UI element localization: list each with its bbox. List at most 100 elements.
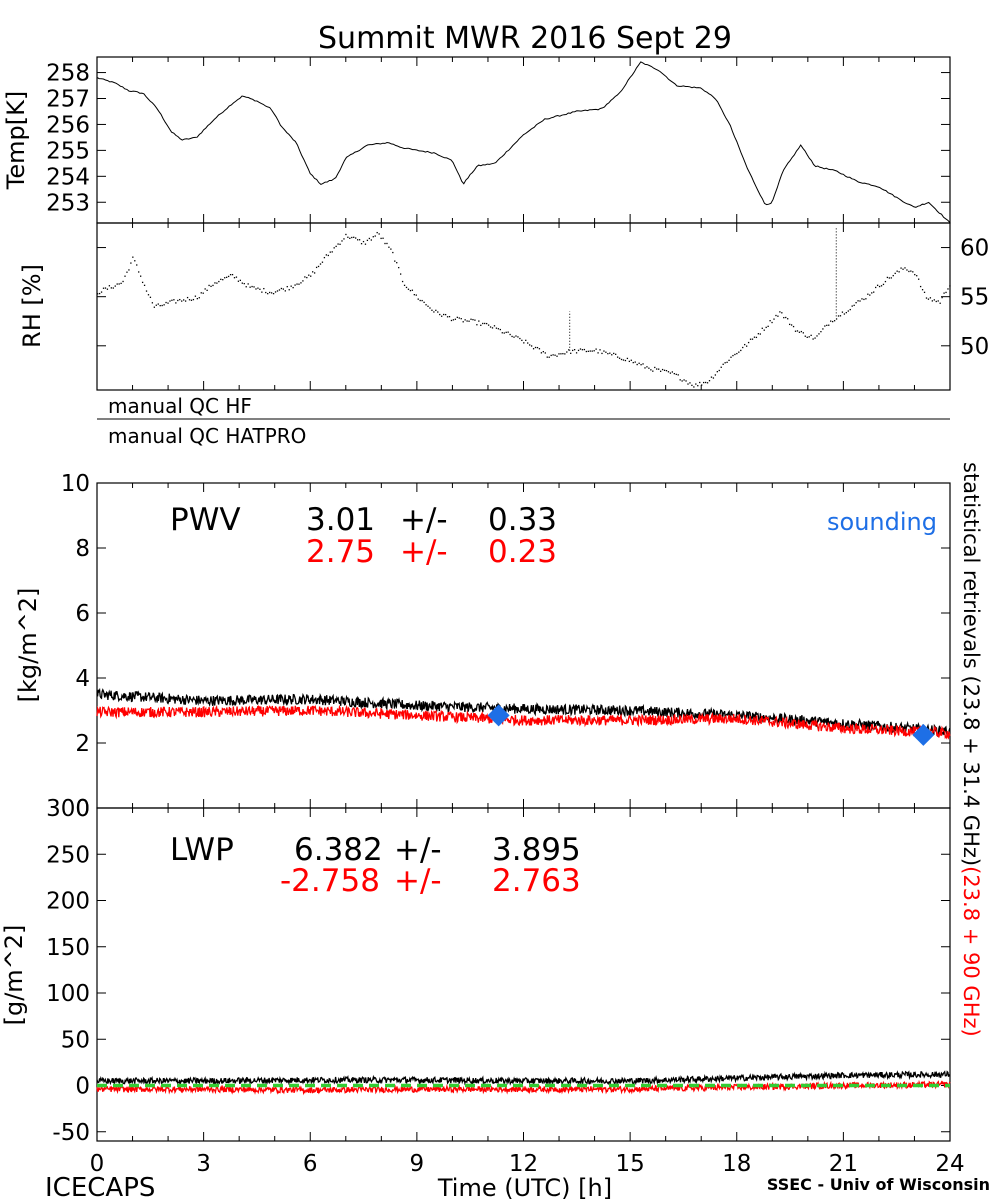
rh-point (120, 282, 122, 285)
rh-point (896, 270, 898, 272)
x-tick-label: 15 (615, 1151, 644, 1177)
rh-point (908, 270, 910, 273)
rh-point (603, 350, 605, 352)
rh-point (564, 353, 566, 355)
rh-point (355, 237, 357, 239)
temp-ytick-label: 256 (46, 112, 90, 138)
rh-point (394, 260, 396, 262)
rh-point (247, 283, 249, 285)
rh-point (693, 386, 695, 388)
rh-point (618, 357, 621, 359)
rh-point (767, 325, 769, 328)
lwp-ytick-label: 50 (61, 1027, 90, 1053)
lwp-stat-black-mean: 6.382 (294, 832, 383, 868)
rh-point (263, 287, 265, 290)
rh-point (706, 382, 709, 384)
rh-point (241, 282, 243, 284)
rh-point (306, 276, 308, 279)
rh-point (652, 370, 654, 372)
rh-point (757, 333, 760, 335)
rh-point (173, 299, 175, 301)
rh-point (257, 287, 259, 289)
rh-point (308, 274, 310, 276)
rh-point (519, 337, 521, 340)
rh-point (208, 284, 210, 287)
rh-point (319, 263, 322, 265)
rh-point (871, 292, 873, 294)
rh-point (812, 338, 814, 340)
rh-point (429, 307, 431, 309)
rh-point (820, 330, 822, 333)
rh-point (691, 384, 693, 387)
rh-point (267, 293, 269, 295)
rh-point (777, 315, 779, 317)
rh-point (759, 333, 761, 335)
x-tick-label: 0 (90, 1151, 105, 1177)
rh-point (298, 283, 300, 285)
x-tick-label: 18 (722, 1151, 751, 1177)
rh-point (288, 289, 290, 291)
rh-point (810, 334, 812, 337)
right-label-black: statistical retrievals (23.8 + 31.4 GHz) (959, 462, 983, 866)
rh-point (280, 287, 283, 290)
rh-point (220, 278, 222, 281)
rh-point (153, 306, 155, 308)
rh-point (875, 286, 877, 289)
rh-point (906, 269, 908, 271)
rh-point (104, 287, 107, 289)
x-tick-label: 3 (196, 1151, 211, 1177)
rh-point (186, 296, 189, 299)
rh-point (869, 294, 871, 296)
rh-point (505, 331, 507, 334)
rh-point (218, 280, 220, 283)
rh-point (226, 276, 228, 278)
rh-point (566, 351, 568, 353)
rh-point (876, 284, 879, 286)
rh-point (718, 369, 720, 372)
pwv-series-0 (96, 687, 951, 738)
rh-point (98, 292, 101, 295)
rh-point (790, 324, 793, 326)
lwp-stat-black-sd: 3.895 (492, 832, 581, 868)
rh-point (167, 302, 169, 304)
rh-point (499, 328, 501, 331)
rh-point (661, 368, 664, 371)
rh-point (325, 254, 328, 256)
rh-point (304, 276, 306, 278)
rh-point (184, 300, 187, 302)
rh-point (399, 273, 402, 275)
rh-point (918, 278, 920, 280)
rh-point (839, 315, 842, 317)
rh-point (708, 380, 711, 382)
rh-point (828, 324, 830, 326)
rh-point (857, 300, 859, 302)
rh-point (112, 287, 114, 289)
rh-point (464, 319, 466, 321)
rh-point (609, 352, 611, 354)
rh-point (235, 276, 238, 278)
rh-point (339, 243, 341, 245)
rh-point (626, 357, 629, 360)
rh-point (734, 353, 736, 356)
rh-point (161, 304, 163, 307)
rh-point (726, 361, 728, 363)
rh-point (695, 383, 697, 385)
lwp-stat-red-sd: 2.763 (492, 863, 581, 899)
rh-point (278, 289, 281, 291)
rh-point (591, 350, 593, 352)
rh-point (880, 285, 883, 287)
rh-point (919, 285, 922, 288)
rh-point (532, 348, 535, 350)
rh-point (274, 291, 277, 293)
rh-point (802, 332, 804, 334)
rh-point (290, 285, 292, 287)
rh-point (333, 247, 335, 249)
rh-point (265, 291, 267, 294)
rh-point (163, 304, 165, 306)
rh-point (785, 316, 787, 319)
rh-point (501, 332, 503, 334)
rh-point (448, 315, 451, 318)
pwv-ytick-label: 10 (61, 471, 90, 497)
rh-point (497, 328, 500, 330)
rh-point (140, 275, 142, 277)
